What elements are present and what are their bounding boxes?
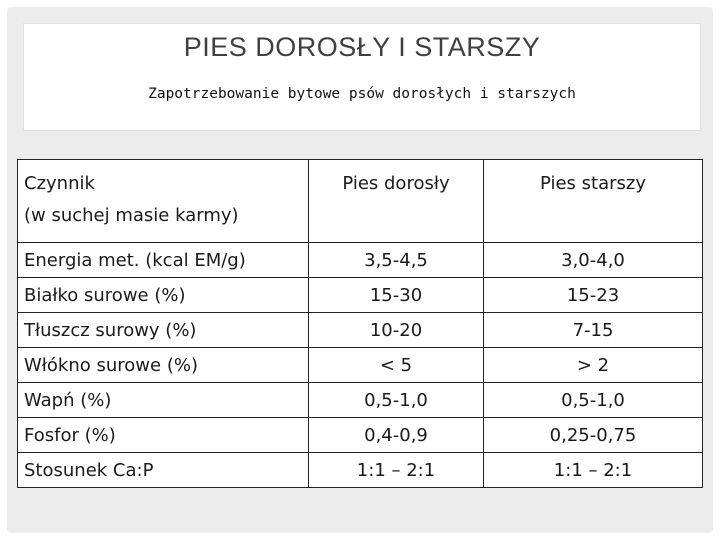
row-factor: Włókno surowe (%) [17,347,309,383]
table-row: Tłuszcz surowy (%) 10-20 7-15 [17,312,703,348]
row-adult-value: 0,4-0,9 [308,417,484,453]
nutrition-table: Czynnik (w suchej masie karmy) Pies doro… [17,159,703,488]
slide-subtitle: Zapotrzebowanie bytowe psów dorosłych i … [148,86,576,102]
row-adult-value: 15-30 [308,277,484,313]
header-senior: Pies starszy [483,159,703,243]
table-row: Włókno surowe (%) < 5 > 2 [17,347,703,383]
row-factor: Fosfor (%) [17,417,309,453]
table-row: Energia met. (kcal EM/g) 3,5-4,5 3,0-4,0 [17,242,703,278]
row-adult-value: 1:1 – 2:1 [308,452,484,488]
header-factor-line2: (w suchej masie karmy) [24,205,239,226]
header-factor: Czynnik (w suchej masie karmy) [17,159,309,243]
row-adult-value: 10-20 [308,312,484,348]
row-factor: Białko surowe (%) [17,277,309,313]
table-header-row: Czynnik (w suchej masie karmy) Pies doro… [17,159,703,243]
row-senior-value: 0,5-1,0 [483,382,703,418]
table-row: Wapń (%) 0,5-1,0 0,5-1,0 [17,382,703,418]
row-adult-value: 0,5-1,0 [308,382,484,418]
header-factor-line1: Czynnik [24,173,95,194]
row-senior-value: 15-23 [483,277,703,313]
row-senior-value: 3,0-4,0 [483,242,703,278]
row-factor: Tłuszcz surowy (%) [17,312,309,348]
row-factor: Energia met. (kcal EM/g) [17,242,309,278]
table-row: Fosfor (%) 0,4-0,9 0,25-0,75 [17,417,703,453]
row-factor: Stosunek Ca:P [17,452,309,488]
row-adult-value: 3,5-4,5 [308,242,484,278]
row-adult-value: < 5 [308,347,484,383]
row-factor: Wapń (%) [17,382,309,418]
row-senior-value: 1:1 – 2:1 [483,452,703,488]
row-senior-value: 7-15 [483,312,703,348]
table-row: Białko surowe (%) 15-30 15-23 [17,277,703,313]
row-senior-value: 0,25-0,75 [483,417,703,453]
header-adult: Pies dorosły [308,159,484,243]
table-row: Stosunek Ca:P 1:1 – 2:1 1:1 – 2:1 [17,452,703,488]
slide-title: PIES DOROSŁY I STARSZY [183,32,541,62]
title-box: PIES DOROSŁY I STARSZY Zapotrzebowanie b… [23,23,701,131]
row-senior-value: > 2 [483,347,703,383]
